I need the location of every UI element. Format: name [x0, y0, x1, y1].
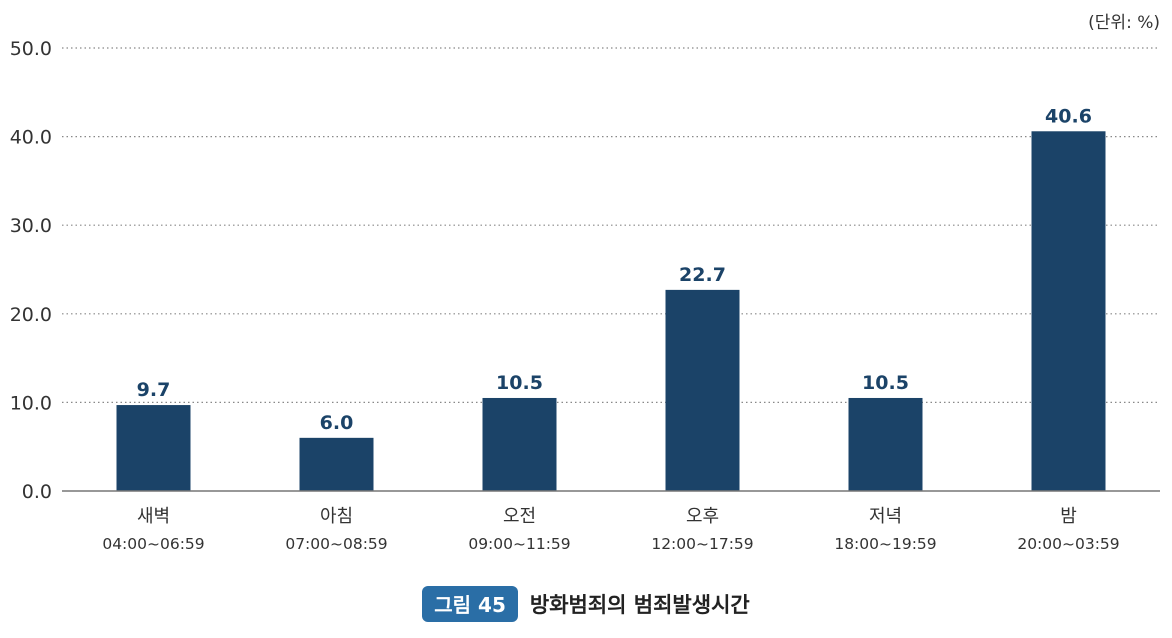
x-time-range-label: 07:00~08:59 — [285, 535, 387, 553]
x-time-range-label: 04:00~06:59 — [102, 535, 204, 553]
x-category-label: 아침 — [320, 506, 353, 527]
y-tick-label: 30.0 — [10, 215, 52, 237]
y-tick-label: 0.0 — [22, 481, 52, 503]
bar — [482, 397, 557, 491]
bar-value-label: 22.7 — [679, 264, 726, 286]
x-time-range-label: 09:00~11:59 — [468, 535, 570, 553]
figure-title: 방화범죄의 범죄발생시간 — [529, 593, 750, 617]
y-tick-label: 20.0 — [10, 304, 52, 326]
figure-number-badge: 그림 45 — [422, 586, 518, 622]
x-category-label: 새벽 — [137, 506, 170, 527]
bar — [116, 405, 191, 491]
bars — [116, 131, 1106, 491]
x-category-label: 오전 — [503, 506, 536, 527]
unit-label: (단위: %) — [1088, 13, 1160, 33]
x-time-range-label: 12:00~17:59 — [651, 535, 753, 553]
value-labels: 9.7 6.0 10.5 22.7 10.5 40.6 — [137, 105, 1092, 434]
y-tick-label: 10.0 — [10, 392, 52, 414]
bar-value-label: 40.6 — [1045, 105, 1092, 127]
bar — [1031, 131, 1106, 491]
x-category-label: 저녁 — [869, 506, 902, 527]
bar-value-label: 10.5 — [862, 372, 909, 394]
y-tick-label: 50.0 — [10, 38, 52, 60]
bar-chart: 0.0 10.0 20.0 30.0 40.0 50.0 9.7 6.0 10.5 22.7 10… — [10, 13, 1160, 553]
x-category-label: 밤 — [1060, 506, 1077, 527]
x-time-range-label: 18:00~19:59 — [834, 535, 936, 553]
figure-caption: 그림 45 방화범죄의 범죄발생시간 — [0, 586, 1172, 622]
x-category-label: 오후 — [686, 506, 719, 527]
bar-value-label: 10.5 — [496, 372, 543, 394]
y-axis-ticks: 0.0 10.0 20.0 30.0 40.0 50.0 — [10, 38, 52, 503]
bar — [848, 397, 923, 491]
bar-value-label: 9.7 — [137, 379, 171, 401]
gridlines — [62, 47, 1160, 403]
x-axis-labels: 새벽 04:00~06:59 아침 07:00~08:59 오전 09:00~11:59 오… — [102, 506, 1119, 553]
bar — [665, 289, 740, 491]
bar-value-label: 6.0 — [320, 412, 354, 434]
y-tick-label: 40.0 — [10, 127, 52, 149]
bar — [299, 437, 374, 491]
x-time-range-label: 20:00~03:59 — [1017, 535, 1119, 553]
